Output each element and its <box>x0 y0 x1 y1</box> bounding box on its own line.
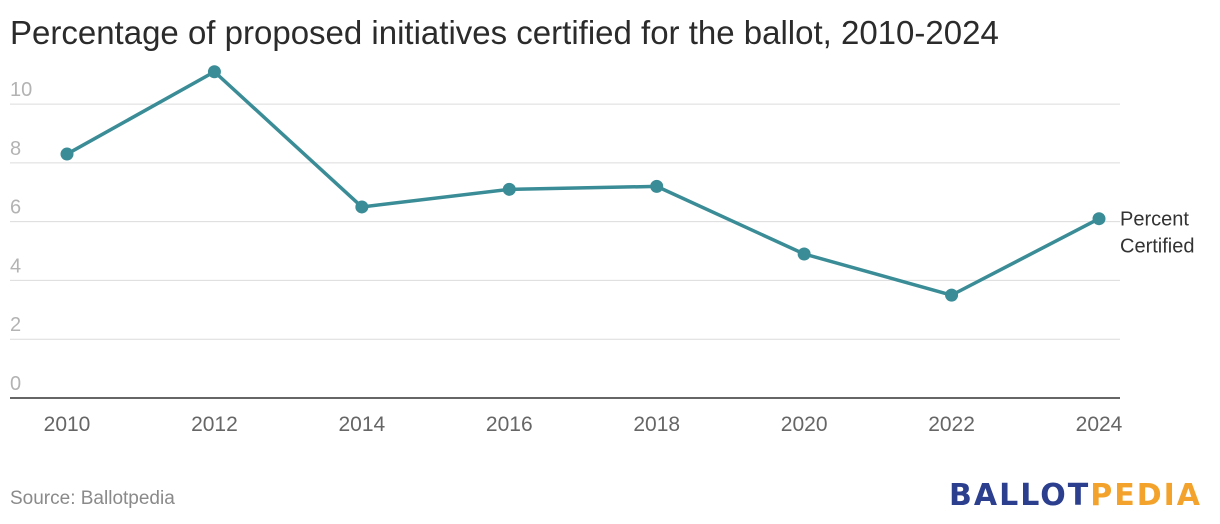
y-tick-label-6: 6 <box>10 197 21 219</box>
y-tick-label-2: 2 <box>10 314 21 336</box>
x-tick-label-2022: 2022 <box>928 413 975 436</box>
data-point-2016[interactable] <box>502 182 516 196</box>
y-tick-label-4: 4 <box>10 255 21 277</box>
data-point-2022[interactable] <box>945 288 959 302</box>
y-tick-label-10: 10 <box>10 79 32 101</box>
x-axis-ticks: 2010 2012 2014 2016 2018 2020 2022 2024 <box>44 413 1123 436</box>
y-tick-label-0: 0 <box>10 373 21 395</box>
series-layer <box>60 65 1106 302</box>
data-point-2012[interactable] <box>207 65 221 79</box>
x-tick-label-2018: 2018 <box>633 413 680 436</box>
data-point-2014[interactable] <box>355 200 369 214</box>
series-line <box>65 70 1101 297</box>
logo-text-ballot: BALLOT <box>949 478 1091 513</box>
data-point-2020[interactable] <box>797 247 811 261</box>
data-point-2018[interactable] <box>650 179 664 193</box>
x-tick-label-2010: 2010 <box>44 413 91 436</box>
data-point-2024[interactable] <box>1092 212 1106 226</box>
data-point-2010[interactable] <box>60 147 74 161</box>
logo-text-pedia: PEDIA <box>1090 478 1202 513</box>
series-label: Percent Certified <box>1120 209 1194 258</box>
x-tick-label-2024: 2024 <box>1076 413 1123 436</box>
grid-lines <box>10 103 1120 340</box>
y-tick-label-8: 8 <box>10 138 21 160</box>
x-tick-label-2016: 2016 <box>486 413 533 436</box>
x-tick-label-2014: 2014 <box>338 413 385 436</box>
x-tick-label-2020: 2020 <box>781 413 828 436</box>
ballotpedia-logo[interactable]: BALLOTPEDIA <box>949 478 1202 513</box>
chart-title: Percentage of proposed initiatives certi… <box>10 14 999 51</box>
source-note: Source: Ballotpedia <box>10 488 175 509</box>
x-tick-label-2012: 2012 <box>191 413 238 436</box>
series-labels: Percent Certified <box>1120 209 1194 258</box>
y-axis-ticks: 0 2 4 6 8 10 <box>10 79 32 395</box>
